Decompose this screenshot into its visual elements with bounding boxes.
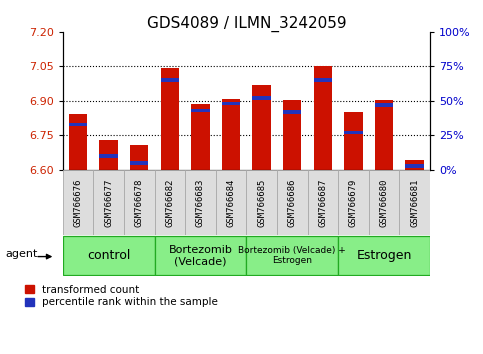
Text: GSM766683: GSM766683: [196, 178, 205, 227]
Bar: [130, 145, 148, 170]
FancyBboxPatch shape: [93, 170, 124, 235]
Bar: [130, 161, 148, 165]
FancyBboxPatch shape: [124, 170, 155, 235]
FancyBboxPatch shape: [246, 236, 338, 275]
Text: Bortezomib
(Velcade): Bortezomib (Velcade): [169, 245, 232, 267]
Bar: [283, 100, 301, 170]
Text: GSM766682: GSM766682: [165, 178, 174, 227]
FancyBboxPatch shape: [338, 170, 369, 235]
Text: Bortezomib (Velcade) +
Estrogen: Bortezomib (Velcade) + Estrogen: [238, 246, 346, 266]
Bar: [313, 67, 332, 170]
Title: GDS4089 / ILMN_3242059: GDS4089 / ILMN_3242059: [146, 16, 346, 32]
FancyBboxPatch shape: [63, 236, 155, 275]
FancyBboxPatch shape: [338, 236, 430, 275]
Bar: [222, 99, 240, 170]
Bar: [191, 109, 210, 112]
Text: GSM766685: GSM766685: [257, 178, 266, 227]
Bar: [344, 131, 363, 135]
Bar: [375, 100, 393, 170]
FancyBboxPatch shape: [246, 170, 277, 235]
Bar: [191, 104, 210, 170]
FancyBboxPatch shape: [155, 170, 185, 235]
Bar: [253, 85, 271, 170]
Text: GSM766676: GSM766676: [73, 178, 83, 227]
Legend: transformed count, percentile rank within the sample: transformed count, percentile rank withi…: [25, 285, 218, 308]
Text: GSM766678: GSM766678: [135, 178, 144, 227]
Bar: [344, 113, 363, 170]
FancyBboxPatch shape: [216, 170, 246, 235]
Text: control: control: [87, 249, 130, 262]
Bar: [69, 122, 87, 126]
Bar: [405, 164, 424, 167]
Text: agent: agent: [5, 249, 37, 259]
Bar: [69, 114, 87, 170]
FancyBboxPatch shape: [185, 170, 216, 235]
Text: GSM766687: GSM766687: [318, 178, 327, 227]
Bar: [99, 140, 118, 170]
Text: GSM766677: GSM766677: [104, 178, 113, 227]
FancyBboxPatch shape: [277, 170, 308, 235]
Bar: [283, 110, 301, 114]
Text: GSM766686: GSM766686: [288, 178, 297, 227]
FancyBboxPatch shape: [399, 170, 430, 235]
Bar: [253, 96, 271, 100]
Bar: [99, 154, 118, 158]
FancyBboxPatch shape: [308, 170, 338, 235]
Bar: [161, 68, 179, 170]
Text: GSM766680: GSM766680: [380, 178, 388, 227]
Bar: [405, 160, 424, 170]
FancyBboxPatch shape: [63, 170, 93, 235]
Bar: [313, 79, 332, 82]
FancyBboxPatch shape: [155, 236, 246, 275]
Text: Estrogen: Estrogen: [356, 249, 412, 262]
Text: GSM766679: GSM766679: [349, 178, 358, 227]
Bar: [375, 103, 393, 107]
FancyBboxPatch shape: [369, 170, 399, 235]
Bar: [161, 79, 179, 82]
Text: GSM766684: GSM766684: [227, 178, 236, 227]
Bar: [222, 102, 240, 105]
Text: GSM766681: GSM766681: [410, 178, 419, 227]
